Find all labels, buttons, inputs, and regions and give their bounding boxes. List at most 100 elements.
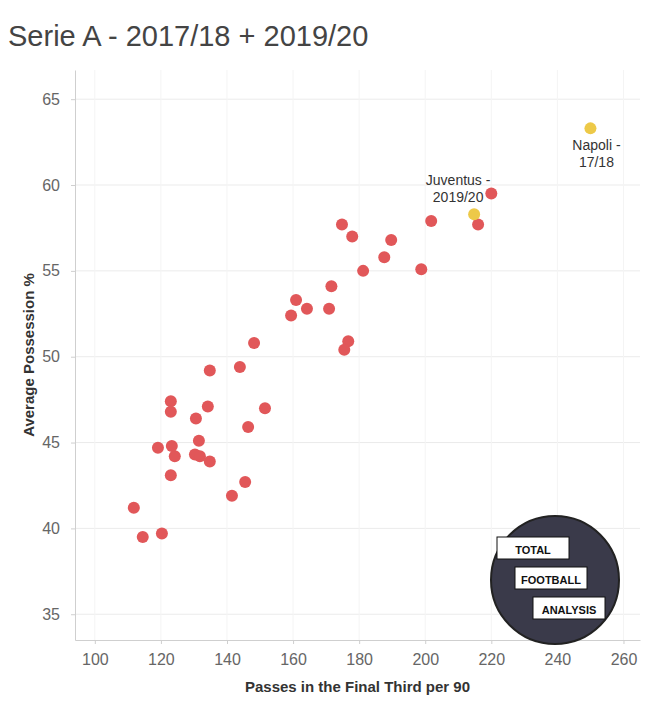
point xyxy=(137,531,149,543)
point xyxy=(166,440,178,452)
tick: 100 xyxy=(82,640,109,668)
tick-mark xyxy=(71,99,75,100)
tick: 160 xyxy=(280,640,307,668)
grid-line xyxy=(75,99,640,100)
tick-mark xyxy=(359,640,360,644)
tick-mark xyxy=(161,640,162,644)
tick-mark xyxy=(71,357,75,358)
point xyxy=(165,395,177,407)
annotations: Juventus -2019/20 Napoli -17/18 xyxy=(426,137,621,205)
grid-line xyxy=(293,70,294,640)
point xyxy=(290,294,302,306)
logo-text: TOTAL xyxy=(515,544,551,556)
tick-mark xyxy=(71,614,75,615)
axis-line xyxy=(75,71,76,641)
point xyxy=(325,280,337,292)
tick: 180 xyxy=(346,640,373,668)
point xyxy=(190,413,202,425)
tick-mark xyxy=(227,640,228,644)
point xyxy=(234,361,246,373)
tick-label: 160 xyxy=(280,651,307,668)
point xyxy=(128,502,140,514)
point-label: Juventus - xyxy=(426,172,491,188)
point xyxy=(204,364,216,376)
point xyxy=(584,122,596,134)
point xyxy=(239,476,251,488)
point-label: 17/18 xyxy=(579,154,614,170)
tick-mark xyxy=(71,185,75,186)
point xyxy=(323,303,335,315)
tick-label: 200 xyxy=(412,651,439,668)
points xyxy=(128,122,597,543)
tick-label: 260 xyxy=(611,651,638,668)
grid-line xyxy=(75,356,640,357)
point xyxy=(425,215,437,227)
tick-label: 65 xyxy=(42,91,60,108)
tick-label: 60 xyxy=(42,177,60,194)
point xyxy=(259,402,271,414)
point-label: 2019/20 xyxy=(433,189,484,205)
grid-line xyxy=(75,185,640,186)
tick: 65 xyxy=(42,91,75,108)
point xyxy=(242,421,254,433)
tick-mark xyxy=(293,640,294,644)
tick-mark xyxy=(623,640,624,644)
tick-label: 180 xyxy=(346,651,373,668)
grid-line xyxy=(359,70,360,640)
tick-label: 50 xyxy=(42,348,60,365)
point xyxy=(468,208,480,220)
point xyxy=(357,265,369,277)
tick: 140 xyxy=(214,640,241,668)
y-axis: 35 40 45 50 55 60 65 xyxy=(42,71,75,641)
tick-mark xyxy=(71,443,75,444)
grid-line xyxy=(491,70,492,640)
tick-label: 40 xyxy=(42,520,60,537)
point xyxy=(165,406,177,418)
tick-mark xyxy=(71,271,75,272)
grid xyxy=(75,70,640,640)
logo-box xyxy=(515,567,587,589)
x-axis-title: Passes in the Final Third per 90 xyxy=(245,678,470,695)
point xyxy=(204,455,216,467)
tick-mark xyxy=(425,640,426,644)
tick: 35 xyxy=(42,606,75,623)
point xyxy=(226,490,238,502)
tick-mark xyxy=(71,528,75,529)
grid-line xyxy=(226,70,227,640)
logo-text: FOOTBALL xyxy=(521,574,581,586)
grid-line xyxy=(425,70,426,640)
logo: TOTAL FOOTBALL ANALYSIS xyxy=(491,516,619,644)
point xyxy=(248,337,260,349)
tick-label: 100 xyxy=(82,651,109,668)
tick-label: 45 xyxy=(42,434,60,451)
point xyxy=(152,442,164,454)
tick: 55 xyxy=(42,262,75,279)
point xyxy=(193,435,205,447)
chart: Serie A - 2017/18 + 2019/201001201401601… xyxy=(0,0,650,710)
logo-circle xyxy=(491,516,619,644)
point xyxy=(385,234,397,246)
tick: 60 xyxy=(42,177,75,194)
tick-label: 140 xyxy=(214,651,241,668)
point xyxy=(378,251,390,263)
tick-label: 220 xyxy=(478,651,505,668)
logo-text: ANALYSIS xyxy=(542,604,597,616)
y-axis-title: Average Possession % xyxy=(20,273,37,437)
point xyxy=(202,401,214,413)
point xyxy=(301,303,313,315)
tick: 45 xyxy=(42,434,75,451)
tick: 220 xyxy=(478,640,505,668)
logo-box xyxy=(497,537,569,559)
tick: 50 xyxy=(42,348,75,365)
point xyxy=(472,219,484,231)
grid-line xyxy=(623,70,624,640)
point xyxy=(338,344,350,356)
logo-box xyxy=(533,597,605,619)
point xyxy=(415,263,427,275)
tick-label: 240 xyxy=(545,651,572,668)
tick: 200 xyxy=(412,640,439,668)
tick-label: 55 xyxy=(42,262,60,279)
point-label: Napoli - xyxy=(572,137,621,153)
point xyxy=(485,188,497,200)
tick-label: 35 xyxy=(42,606,60,623)
